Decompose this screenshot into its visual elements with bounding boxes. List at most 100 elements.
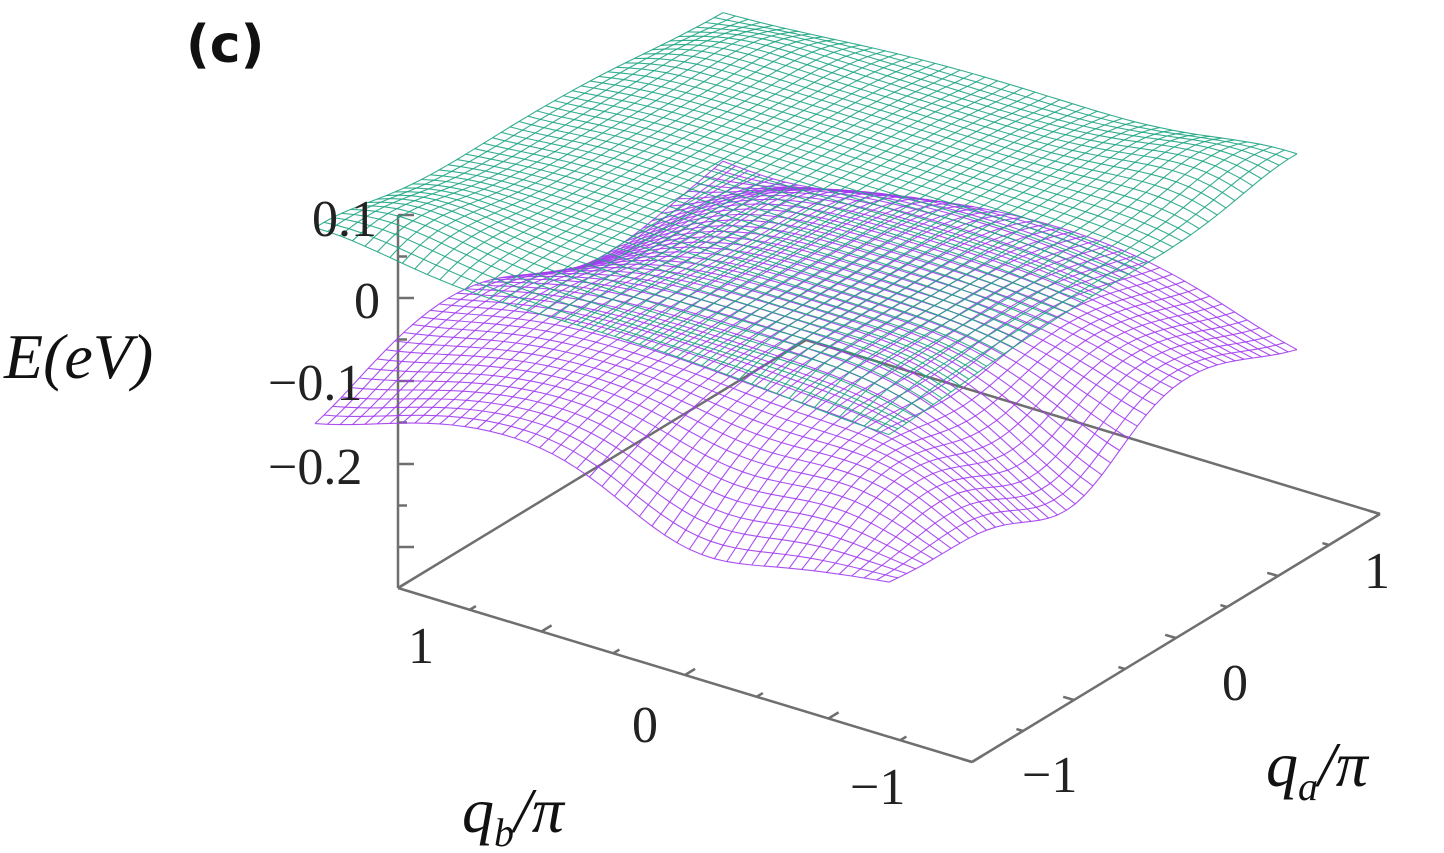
lower-band-mesh-line [751,267,1160,566]
lower-band-mesh-line [688,239,1098,550]
z-axis-label: E(eV) [3,321,153,392]
qa-tick-label: 1 [1364,543,1390,600]
upper-band-mesh-line [788,133,1198,399]
lower-band-mesh-line [421,316,996,528]
floor-tick-mark [1266,571,1279,578]
lower-band-mesh-line [676,235,1086,544]
lower-band-mesh-line [439,188,848,425]
upper-band-mesh-line [701,114,1111,366]
upper-band-mesh-line [327,15,736,232]
lower-band-mesh-line [539,200,948,449]
upper-band-mesh-line [464,47,873,290]
upper-band-mesh-line [576,76,986,326]
floor-tick-mark [1062,695,1075,702]
upper-band-mesh-line [776,131,1185,394]
qa-tick-label: −1 [1022,747,1077,804]
upper-band-mesh-line [826,139,1235,413]
upper-band-mesh-line [352,21,761,242]
lower-band-mesh-line [385,349,961,544]
lower-band-mesh-line [788,287,1198,569]
upper-band-mesh-line [676,107,1086,358]
upper-band-mesh-line [551,69,961,319]
qb-axis-label: qb/π [462,775,566,853]
upper-band-mesh-line [696,26,1271,173]
lower-band-mesh-line [876,342,1285,581]
upper-band-mesh-line [763,129,1173,390]
floor-tick-mark [612,648,621,655]
lower-band-mesh-line [426,187,836,424]
lower-band-mesh-line [701,244,1110,555]
qa-tick-label: 0 [1222,655,1248,712]
upper-band-mesh-line [401,33,811,264]
back-floor-edge [397,338,807,590]
floor-tick-mark [1016,727,1024,733]
upper-band-mesh-line [589,80,998,330]
upper-band-mesh-line [539,66,948,315]
lower-band-mesh-line [826,311,1235,573]
upper-band-mesh-line [514,59,923,307]
floor-tick-mark [540,624,553,633]
upper-band-mesh-line [314,12,724,229]
lower-band-mesh-line [651,227,1061,527]
floor-tick-mark [1322,541,1330,547]
lower-band-mesh-line [713,249,1123,560]
qb-tick-label: −1 [850,759,905,816]
upper-band-mesh-line [564,73,973,322]
lower-band-mesh-line [838,319,1248,575]
lower-band-mesh-line [863,334,1273,579]
upper-band-mesh-line [664,103,1073,353]
panel-label: (c) [186,15,264,75]
lower-band-mesh-line [888,349,1298,583]
lower-band-mesh-line [851,327,1260,577]
z-tick-label: 0.1 [312,191,377,248]
floor-tick-mark [899,735,908,742]
lower-band-mesh-line [738,260,1148,564]
lower-band-mesh-line [813,303,1223,572]
upper-band-mesh-line [863,146,1273,427]
upper-band-mesh-line [614,87,1023,337]
lower-band-mesh-line [314,422,890,583]
floor-tick-mark [1118,665,1126,671]
upper-band-mesh-line [451,44,861,286]
upper-band-mesh-line [377,27,786,253]
upper-band-mesh-line [838,141,1248,418]
floor-tick-mark [1164,633,1177,640]
upper-band-mesh-line [426,39,836,275]
upper-band-mesh-line [626,91,1036,341]
upper-band-mesh-line [601,84,1011,333]
lower-band-mesh-line [726,255,1135,562]
lower-band-mesh-line [663,231,1073,536]
floor-tick-mark [1368,509,1381,516]
lower-band-mesh-line [377,181,786,425]
upper-band-mesh-line [688,110,1098,362]
lower-band-mesh-line [510,273,1085,497]
upper-band-mesh-line [851,143,1260,423]
floor-tick-mark [684,667,696,677]
floor-tick-mark [1220,603,1228,609]
upper-band-mesh-line [364,24,774,247]
floor-tick-mark [971,754,983,764]
lower-band-mesh-line [501,194,911,435]
lower-band-mesh-line [514,196,923,439]
lower-band-mesh-line [401,186,811,424]
upper-band-mesh-line [876,149,1285,431]
upper-band-mesh-line [339,18,749,237]
lower-band-mesh-line [364,178,774,425]
qa-axis-label: qa/π [1266,729,1370,809]
floor-tick-mark [397,580,409,590]
lower-band-mesh-line [526,198,936,443]
upper-band-mesh-line [526,62,936,311]
lower-band-mesh-line [368,367,943,555]
upper-band-mesh-line [489,53,898,299]
floor-tick-mark [469,604,477,611]
upper-band-mesh-line [501,56,911,303]
floor-tick-mark [756,691,764,698]
upper-band-surface [314,12,1298,436]
qb-tick-label: 1 [408,618,434,675]
upper-band-mesh-line [888,153,1298,436]
upper-band-mesh-line [639,95,1048,345]
lower-band-mesh-line [359,377,934,560]
upper-band-mesh-line [738,124,1148,380]
upper-band-mesh-line [414,36,823,270]
